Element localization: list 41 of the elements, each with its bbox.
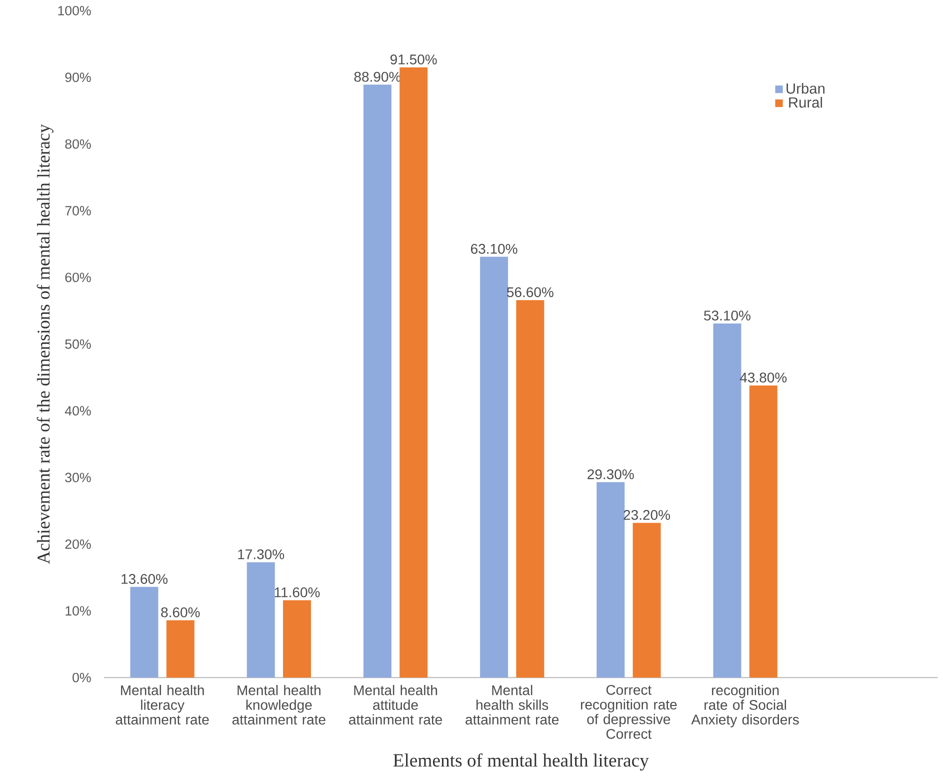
legend-label: Urban — [786, 82, 824, 94]
data-label: 29.30% — [588, 469, 634, 480]
y-tick-label: 60% — [65, 272, 91, 282]
bar — [400, 67, 428, 678]
x-tick-label: Mental health literacy attainment rate — [116, 684, 209, 724]
x-tick-label: recognition rate of Social Anxiety disorders — [691, 684, 799, 728]
y-tick-label: 20% — [65, 539, 91, 549]
y-tick-label: 80% — [65, 139, 91, 149]
bar — [130, 586, 158, 678]
x-tick-label: Mental health attitude attainment rate — [349, 684, 442, 724]
bar — [516, 300, 544, 678]
y-tick-label: 50% — [65, 339, 91, 349]
y-tick-label: 0% — [72, 672, 91, 682]
y-tick-label: 90% — [65, 72, 91, 82]
x-tick-label: Mental health knowledge attainment rate — [232, 684, 326, 724]
y-tick-label: 10% — [66, 606, 91, 616]
y-axis-title: Achievement rate of the dimensions of mental health literacy — [36, 124, 54, 564]
data-label: 53.10% — [704, 310, 750, 320]
bar — [713, 323, 742, 678]
data-label: 8.60% — [161, 607, 200, 618]
bar — [246, 562, 275, 678]
x-tick-label: Mental health skills attainment rate — [466, 684, 559, 724]
y-tick-label: 30% — [65, 472, 91, 482]
data-label: 11.60% — [274, 587, 320, 598]
bar — [166, 620, 194, 678]
bar — [632, 522, 661, 678]
y-tick-label: 100% — [58, 6, 91, 16]
x-axis-title: Elements of mental health literacy — [393, 753, 649, 770]
legend-label: Rural — [789, 96, 822, 108]
bar — [363, 84, 392, 678]
bar — [596, 482, 625, 678]
data-label: 63.10% — [471, 244, 518, 254]
bar — [283, 600, 311, 678]
y-tick-label: 70% — [65, 206, 91, 216]
data-label: 13.60% — [122, 574, 168, 584]
bar — [480, 256, 508, 678]
bar — [749, 385, 778, 678]
x-tick-label: Correct recognition rate of depressive Correct — [580, 684, 677, 739]
y-tick-label: 40% — [64, 406, 91, 416]
data-label: 91.50% — [390, 54, 437, 64]
data-label: 17.30% — [238, 549, 284, 560]
